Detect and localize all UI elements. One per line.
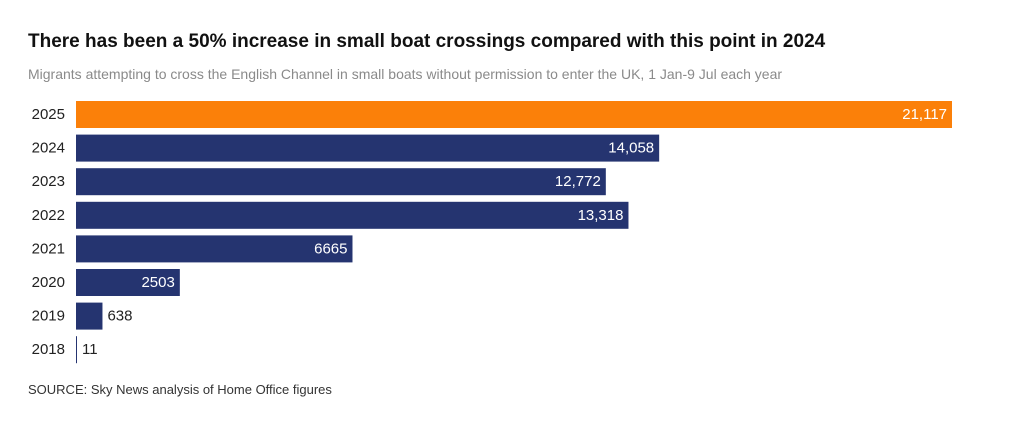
category-label-2025: 2025 xyxy=(32,106,65,123)
value-label-2019: 638 xyxy=(107,308,132,325)
value-label-2024: 14,058 xyxy=(608,140,654,157)
bar-2020 xyxy=(76,269,180,296)
value-label-2023: 12,772 xyxy=(555,173,601,190)
bar-2019 xyxy=(76,302,103,330)
category-label-2022: 2022 xyxy=(32,207,65,224)
value-label-2018: 11 xyxy=(82,341,98,358)
chart-subtitle: Migrants attempting to cross the English… xyxy=(28,66,783,82)
chart-title: There has been a 50% increase in small b… xyxy=(28,31,826,52)
bar-2018 xyxy=(76,336,77,364)
category-label-2019: 2019 xyxy=(32,308,65,325)
bar-2025 xyxy=(76,101,952,128)
bar-2021 xyxy=(76,235,353,263)
bar-2022 xyxy=(76,201,629,229)
value-label-2020: 2503 xyxy=(141,274,174,291)
category-label-2023: 2023 xyxy=(32,173,65,190)
category-label-2018: 2018 xyxy=(32,341,65,358)
category-label-2021: 2021 xyxy=(32,240,65,257)
category-label-2024: 2024 xyxy=(32,140,65,157)
value-label-2021: 6665 xyxy=(314,240,347,257)
value-label-2025: 21,117 xyxy=(902,106,947,123)
value-label-2022: 13,318 xyxy=(578,207,624,224)
source-note: SOURCE: Sky News analysis of Home Office… xyxy=(28,382,332,397)
bar-2023 xyxy=(76,168,606,196)
bar-2024 xyxy=(76,134,660,162)
category-label-2020: 2020 xyxy=(32,274,65,291)
